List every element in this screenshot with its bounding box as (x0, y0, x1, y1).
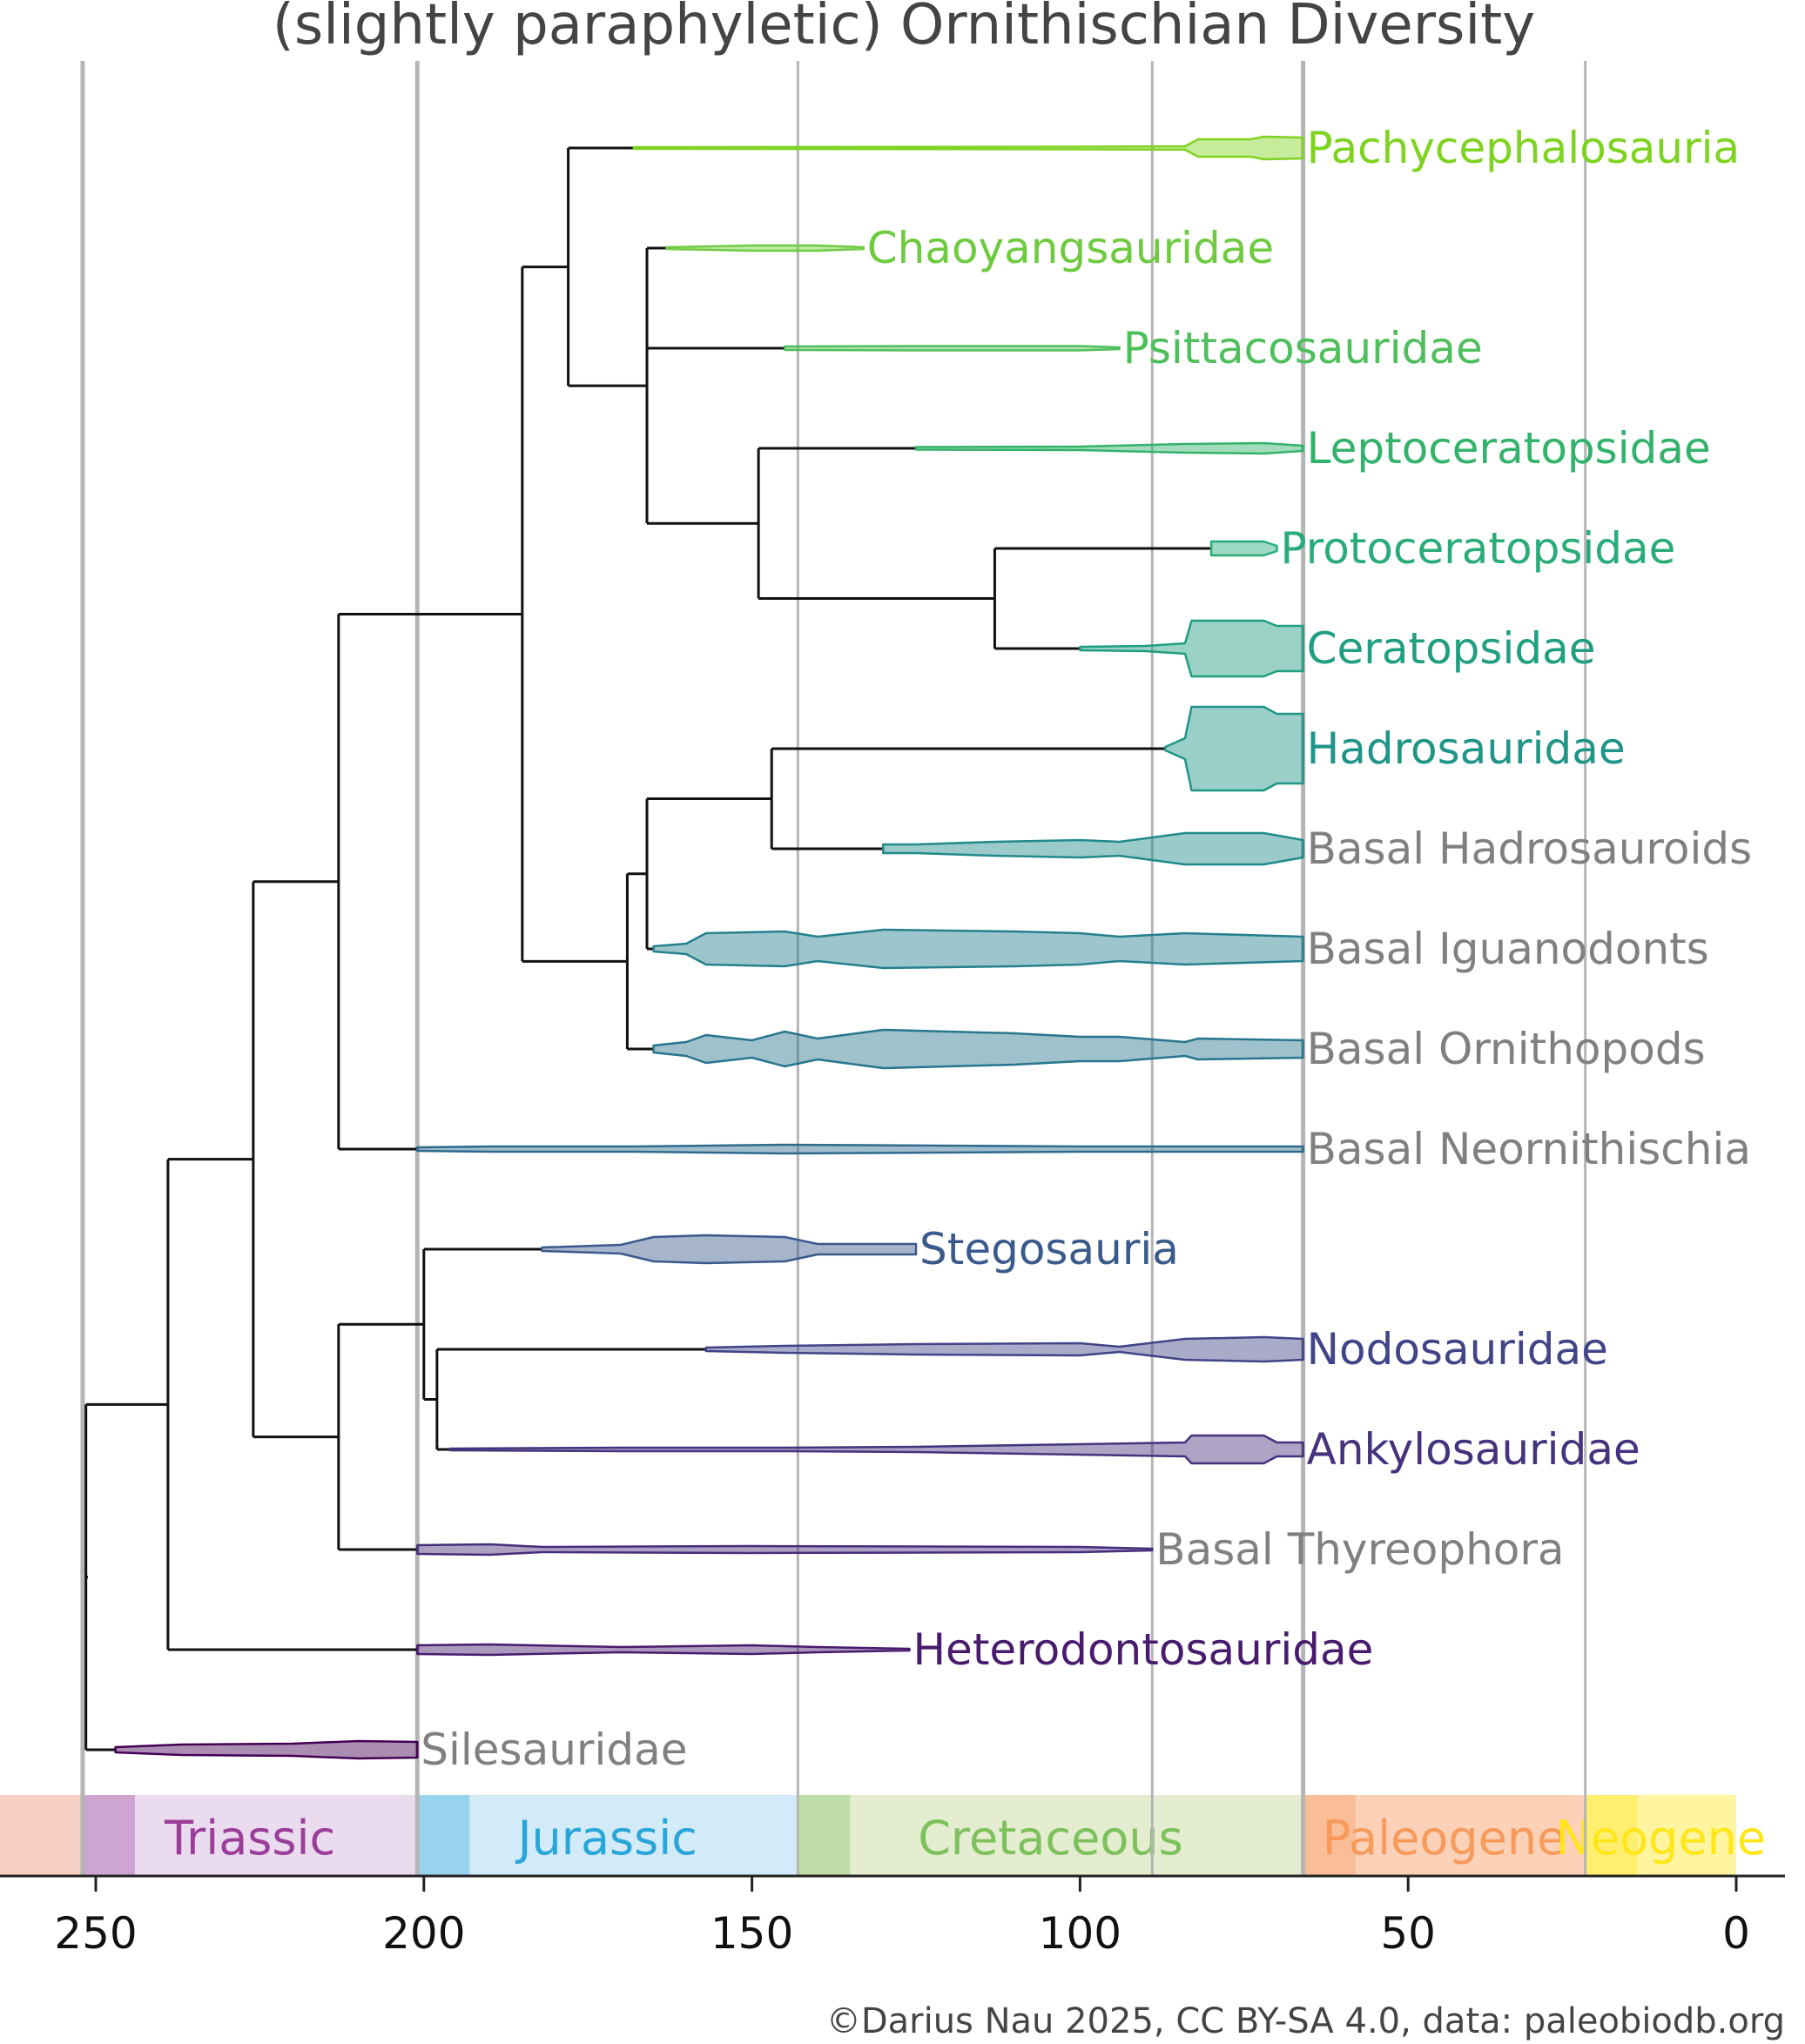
spindle-nodosauridae (704, 1335, 1304, 1363)
spindle-heterodontosauridae (416, 1643, 911, 1657)
spindle-basal-neornithischia (416, 1143, 1304, 1155)
spindle-leptoceratopsidae (914, 441, 1304, 455)
taxon-labels: Pachycephalosauria Chaoyangsauridae Psitta… (421, 123, 1752, 1775)
period-label-cretaceous: Cretaceous (918, 1811, 1183, 1866)
spindle-stegosauria (541, 1234, 918, 1265)
period-shade-paleogene (1303, 1795, 1356, 1876)
period-shade-neogene (1585, 1795, 1638, 1876)
spindle-protoceratopsidae (1209, 540, 1278, 557)
diversity-spindles (114, 135, 1304, 1760)
taxon-label-leptoceratopsidae: Leptoceratopsidae (1307, 423, 1711, 474)
taxon-label-basal-ornithopods: Basal Ornithopods (1307, 1024, 1706, 1074)
spindle-psittacosauridae (784, 345, 1121, 352)
spindle-basal-hadrosauroids (882, 831, 1304, 866)
period-label-neogene: Neogene (1556, 1811, 1767, 1866)
period-shade-jurassic (417, 1795, 470, 1876)
period-paleogene: Paleogene (1303, 1795, 1586, 1876)
x-tick-label-0: 0 (1722, 1908, 1750, 1959)
taxon-label-heterodontosauridae: Heterodontosauridae (913, 1624, 1373, 1675)
permian-band-segment (0, 1795, 83, 1876)
taxon-label-silesauridae: Silesauridae (421, 1725, 687, 1775)
taxon-label-stegosauria: Stegosauria (919, 1224, 1179, 1274)
taxon-label-pachycephalosauria: Pachycephalosauria (1307, 123, 1741, 173)
taxon-label-chaoyangsauridae: Chaoyangsauridae (867, 223, 1274, 273)
spindle-hadrosauridae (1164, 705, 1304, 792)
period-shade-triassic (82, 1795, 135, 1876)
x-tick-label-200: 200 (382, 1908, 465, 1959)
period-label-triassic: Triassic (164, 1811, 335, 1866)
taxon-label-basal-hadrosauroids: Basal Hadrosauroids (1307, 824, 1753, 874)
taxon-label-basal-thyreophora: Basal Thyreophora (1155, 1524, 1564, 1575)
phylogenetic-tree (84, 146, 1212, 1752)
taxon-label-psittacosauridae: Psittacosauridae (1123, 323, 1483, 373)
taxon-label-basal-iguanodonts: Basal Iguanodonts (1307, 924, 1709, 974)
x-tick-label-50: 50 (1380, 1908, 1436, 1959)
credit-text: ©Darius Nau 2025, CC BY-SA 4.0, data: pa… (826, 2001, 1785, 2041)
taxon-label-basal-neornithischia: Basal Neornithischia (1307, 1124, 1751, 1174)
spindle-silesauridae (114, 1739, 419, 1760)
x-tick-label-250: 250 (54, 1908, 137, 1959)
period-boundary-lines (80, 61, 1587, 1876)
period-band: Triassic Jurassic Cretaceous PaleogeneNeoge… (0, 1795, 1766, 1876)
period-shade-cretaceous (798, 1795, 851, 1876)
period-fill-triassic (82, 1795, 418, 1876)
spindle-basal-iguanodonts (652, 928, 1304, 970)
spindle-basal-ornithopods (652, 1028, 1304, 1070)
period-fill-paleogene (1303, 1795, 1586, 1876)
taxon-label-ankylosauridae: Ankylosauridae (1307, 1424, 1640, 1475)
spindle-chaoyangsauridae (665, 244, 865, 252)
spindle-pachycephalosauria (632, 135, 1304, 161)
period-cretaceous: Cretaceous (798, 1795, 1303, 1876)
taxon-label-nodosauridae: Nodosauridae (1307, 1324, 1608, 1375)
period-triassic: Triassic (82, 1795, 418, 1876)
chart-title: (slightly paraphyletic) Ornithischian Di… (273, 0, 1535, 57)
x-tick-label-150: 150 (711, 1908, 793, 1959)
taxon-label-ceratopsidae: Ceratopsidae (1307, 623, 1596, 674)
taxon-label-protoceratopsidae: Protoceratopsidae (1280, 523, 1675, 574)
period-fill-neogene (1585, 1795, 1736, 1876)
period-neogene: Neogene (1556, 1795, 1767, 1876)
period-label-paleogene: Paleogene (1323, 1811, 1566, 1866)
spindle-ceratopsidae (1079, 619, 1304, 678)
period-fill-cretaceous (798, 1795, 1303, 1876)
taxon-label-hadrosauridae: Hadrosauridae (1307, 723, 1626, 774)
period-label-jurassic: Jurassic (515, 1811, 697, 1866)
period-jurassic: Jurassic (417, 1795, 798, 1876)
x-axis: 250 200 150 100 50 0 (0, 1874, 1785, 1959)
spindle-ankylosauridae (448, 1434, 1304, 1465)
x-tick-label-100: 100 (1039, 1908, 1121, 1959)
spindle-basal-thyreophora (416, 1543, 1154, 1557)
period-fill-jurassic (417, 1795, 798, 1876)
